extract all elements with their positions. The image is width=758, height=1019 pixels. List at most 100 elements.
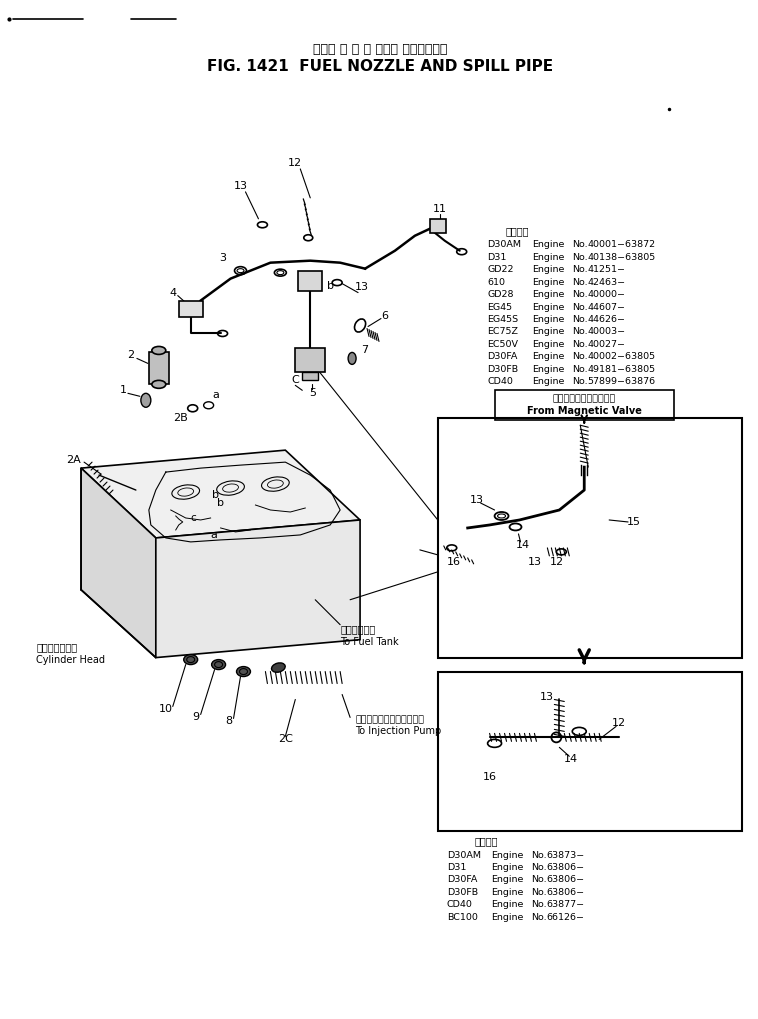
Text: 14: 14 xyxy=(564,754,578,764)
Text: D30FA: D30FA xyxy=(487,353,518,362)
Polygon shape xyxy=(81,468,156,657)
Text: D30FB: D30FB xyxy=(446,888,478,897)
Text: Cylinder Head: Cylinder Head xyxy=(36,654,105,664)
Text: 12: 12 xyxy=(612,718,626,729)
Text: インジェクションポンプへ: インジェクションポンプへ xyxy=(355,715,424,723)
Text: GD22: GD22 xyxy=(487,265,514,274)
Text: 41251−: 41251− xyxy=(587,265,625,274)
Text: 63877−: 63877− xyxy=(547,901,584,909)
Text: Engine: Engine xyxy=(492,851,524,860)
Text: 63806−: 63806− xyxy=(547,888,584,897)
Bar xyxy=(149,353,169,384)
Text: 13: 13 xyxy=(540,693,553,702)
Text: 7: 7 xyxy=(362,345,368,356)
Text: No.: No. xyxy=(572,340,588,348)
Text: No.: No. xyxy=(531,901,547,909)
Ellipse shape xyxy=(183,654,198,664)
Text: No.: No. xyxy=(572,277,588,286)
Text: 12: 12 xyxy=(288,158,302,168)
Text: 2: 2 xyxy=(127,351,134,361)
Text: No.: No. xyxy=(572,240,588,250)
Text: 10: 10 xyxy=(158,704,173,714)
Ellipse shape xyxy=(236,666,250,677)
Text: 8: 8 xyxy=(225,716,232,727)
Text: a: a xyxy=(211,530,218,540)
Bar xyxy=(438,672,741,832)
Text: 13: 13 xyxy=(528,556,541,567)
Text: 2C: 2C xyxy=(278,735,293,744)
Text: Engine: Engine xyxy=(532,327,565,336)
Text: 44626−: 44626− xyxy=(587,315,625,324)
Text: No.: No. xyxy=(572,253,588,262)
Text: No.: No. xyxy=(572,377,588,386)
Text: Engine: Engine xyxy=(492,888,524,897)
Polygon shape xyxy=(156,520,360,657)
Text: b: b xyxy=(217,498,224,508)
Text: Engine: Engine xyxy=(492,901,524,909)
Text: No.: No. xyxy=(531,913,547,922)
Text: 63873−: 63873− xyxy=(547,851,584,860)
Text: EC50V: EC50V xyxy=(487,340,518,348)
Text: Engine: Engine xyxy=(532,253,565,262)
Text: D30FA: D30FA xyxy=(446,875,477,884)
Bar xyxy=(494,390,674,420)
Text: c: c xyxy=(191,513,196,523)
Text: 13: 13 xyxy=(233,181,248,191)
Text: No.: No. xyxy=(572,290,588,300)
Text: EG45S: EG45S xyxy=(487,315,518,324)
Ellipse shape xyxy=(152,346,166,355)
Text: 40003−: 40003− xyxy=(587,327,625,336)
Text: 42463−: 42463− xyxy=(587,277,625,286)
Text: BC100: BC100 xyxy=(446,913,478,922)
Text: No.: No. xyxy=(572,315,588,324)
Bar xyxy=(302,372,318,380)
Text: 16: 16 xyxy=(446,556,461,567)
Text: From Magnetic Valve: From Magnetic Valve xyxy=(527,407,642,417)
Text: シリンダヘッド: シリンダヘッド xyxy=(36,643,77,652)
Text: 66126−: 66126− xyxy=(547,913,584,922)
Text: D31: D31 xyxy=(487,253,507,262)
Text: C: C xyxy=(291,375,299,385)
Text: Engine: Engine xyxy=(532,377,565,386)
Text: EC75Z: EC75Z xyxy=(487,327,518,336)
Text: 燃料タンクへ: 燃料タンクへ xyxy=(340,625,375,635)
Ellipse shape xyxy=(348,353,356,365)
Text: Engine: Engine xyxy=(532,315,565,324)
Text: No.: No. xyxy=(572,265,588,274)
Text: 適用号機: 適用号機 xyxy=(475,837,498,846)
Text: 16: 16 xyxy=(483,772,496,783)
Bar xyxy=(430,219,446,232)
Text: No.: No. xyxy=(531,851,547,860)
Text: 40000−: 40000− xyxy=(587,290,625,300)
Ellipse shape xyxy=(271,663,285,673)
Bar xyxy=(299,271,322,290)
Text: フェル ノ ズ ル および スピルパイプ: フェル ノ ズ ル および スピルパイプ xyxy=(313,43,447,56)
Text: Engine: Engine xyxy=(492,875,524,884)
Ellipse shape xyxy=(152,380,166,388)
Text: 610: 610 xyxy=(487,277,506,286)
Text: No.: No. xyxy=(572,303,588,312)
Text: 9: 9 xyxy=(192,712,199,722)
Text: 44607−: 44607− xyxy=(587,303,625,312)
Text: 40138−63805: 40138−63805 xyxy=(587,253,656,262)
Bar xyxy=(438,418,741,657)
Text: Engine: Engine xyxy=(532,353,565,362)
Text: Engine: Engine xyxy=(532,340,565,348)
Text: CD40: CD40 xyxy=(446,901,473,909)
Text: b: b xyxy=(212,490,219,500)
Text: CD40: CD40 xyxy=(487,377,513,386)
Text: FIG. 1421  FUEL NOZZLE AND SPILL PIPE: FIG. 1421 FUEL NOZZLE AND SPILL PIPE xyxy=(207,59,553,73)
Text: b: b xyxy=(327,280,334,290)
Text: 2B: 2B xyxy=(174,414,188,423)
Text: No.: No. xyxy=(531,863,547,872)
Text: 63806−: 63806− xyxy=(547,863,584,872)
Text: 11: 11 xyxy=(433,204,446,214)
Text: No.: No. xyxy=(531,875,547,884)
Text: 12: 12 xyxy=(550,556,565,567)
Text: Engine: Engine xyxy=(532,240,565,250)
Text: 4: 4 xyxy=(169,287,177,298)
Polygon shape xyxy=(81,450,360,538)
Ellipse shape xyxy=(211,659,226,669)
Text: 適用号機: 適用号機 xyxy=(506,226,529,235)
Text: Engine: Engine xyxy=(532,290,565,300)
